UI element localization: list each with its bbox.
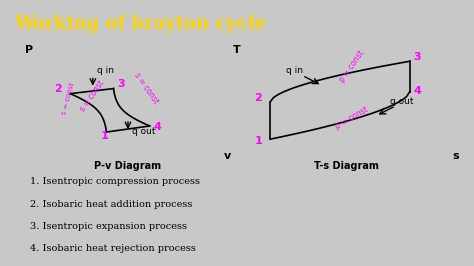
Text: p = const: p = const [334,105,370,131]
Text: Working of brayton cycle: Working of brayton cycle [14,15,266,33]
Text: 4: 4 [153,122,161,132]
Text: q out: q out [390,97,413,106]
Text: v: v [223,151,231,161]
Text: P: P [25,45,33,55]
Text: T-s Diagram: T-s Diagram [314,161,378,172]
Text: 1. Isentropic compression process: 1. Isentropic compression process [30,177,201,186]
Text: 1: 1 [255,136,262,146]
Text: s: s [452,151,459,161]
Text: s = const: s = const [78,78,106,113]
Text: 2. Isobaric heat addition process: 2. Isobaric heat addition process [30,200,193,209]
Text: 1: 1 [101,131,109,141]
Text: q out: q out [132,127,155,136]
Text: 3: 3 [117,78,125,89]
Text: s = const: s = const [132,71,160,106]
Text: q in: q in [286,66,303,76]
Text: p = const: p = const [338,48,366,84]
Text: 4: 4 [414,86,421,96]
Text: s = const: s = const [61,81,76,115]
Text: 3: 3 [414,52,421,62]
Text: 3. Isentropic expansion process: 3. Isentropic expansion process [30,222,187,231]
Text: P-v Diagram: P-v Diagram [94,161,162,172]
Text: T: T [233,45,240,55]
Text: q in: q in [97,66,114,76]
Text: 4. Isobaric heat rejection process: 4. Isobaric heat rejection process [30,244,196,253]
Text: 2: 2 [54,84,62,94]
Text: 2: 2 [255,93,262,103]
